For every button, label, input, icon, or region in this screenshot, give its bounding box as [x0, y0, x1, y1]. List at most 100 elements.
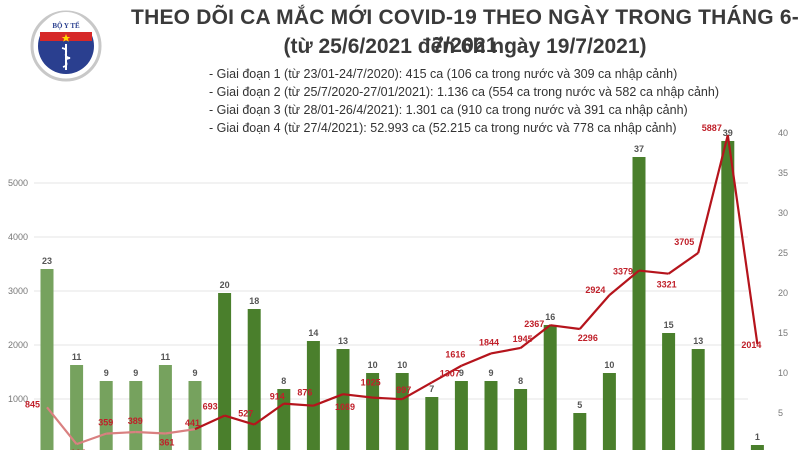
bar [632, 157, 646, 450]
bar [40, 269, 54, 450]
line-segment [253, 402, 285, 426]
line-value-label: 2924 [585, 285, 605, 295]
line-segment [519, 324, 551, 349]
bar-value-label: 13 [338, 336, 348, 346]
bar-value-label: 16 [545, 312, 555, 322]
line-value-label: 1616 [445, 350, 465, 360]
line-value-label: 1089 [335, 402, 355, 412]
line-segment [224, 414, 255, 426]
line-value-label: 693 [203, 402, 218, 412]
bar-value-label: 9 [459, 368, 464, 378]
bar [602, 373, 616, 450]
line-value-label: 3379 [613, 267, 633, 277]
bar [514, 389, 528, 450]
bar-value-label: 9 [133, 368, 138, 378]
bar [543, 325, 557, 450]
line-segment [165, 428, 196, 435]
bar [336, 349, 350, 450]
bar [573, 413, 587, 450]
bar-value-label: 14 [308, 328, 318, 338]
bar-value-label: 13 [693, 336, 703, 346]
bar [425, 397, 439, 450]
phase-summary-list: - Giai đoạn 1 (từ 23/01-24/7/2020): 415 … [209, 65, 719, 137]
line-segment [401, 381, 433, 401]
bar [188, 381, 202, 450]
svg-text:BỘ Y TẾ: BỘ Y TẾ [52, 22, 80, 30]
line-segment [608, 269, 640, 296]
line-segment [638, 269, 669, 275]
line-segment [46, 406, 78, 445]
line-segment [431, 364, 462, 384]
line-value-label: 2014 [741, 340, 761, 350]
left-axis-tick: 1000 [8, 394, 28, 404]
line-value-label: 527 [238, 409, 253, 419]
bar-value-label: 18 [249, 296, 259, 306]
line-segment [726, 134, 759, 345]
line-value-label: 164 [71, 448, 86, 450]
line-segment [460, 352, 492, 367]
bar [454, 381, 468, 450]
bar [218, 293, 232, 450]
line-segment [342, 393, 373, 399]
line-segment [313, 393, 344, 407]
line-value-label: 441 [185, 418, 200, 428]
bar-value-label: 10 [368, 360, 378, 370]
bar-value-label: 9 [104, 368, 109, 378]
line-value-label: 1945 [513, 334, 533, 344]
line-value-label: 997 [396, 385, 411, 395]
phase-item: - Giai đoạn 4 (từ 27/4/2021): 52.993 ca … [209, 121, 677, 135]
right-axis-tick: 20 [778, 288, 788, 298]
bar [70, 365, 84, 450]
line-segment [194, 414, 226, 431]
line-segment [372, 396, 403, 401]
line-value-label: 1025 [361, 378, 381, 388]
bar [691, 349, 705, 450]
bar-value-label: 10 [604, 360, 614, 370]
chart-subtitle: (từ 25/6/2021 đến 6h ngày 19/7/2021) [283, 35, 647, 58]
line-segment [283, 402, 314, 407]
bar [750, 445, 764, 450]
line-segment [697, 134, 729, 254]
phase-item: - Giai đoạn 2 (từ 25/7/2020-27/01/2021):… [209, 85, 719, 99]
line-segment [550, 324, 580, 331]
line-segment [106, 430, 136, 435]
line-value-label: 1307 [440, 368, 460, 378]
phase-item: - Giai đoạn 3 (từ 28/01-26/4/2021): 1.30… [209, 103, 688, 117]
bar [306, 341, 320, 450]
bar-value-label: 39 [723, 128, 733, 138]
right-axis-tick: 30 [778, 208, 788, 218]
bar-value-label: 23 [42, 256, 52, 266]
bar-value-label: 11 [161, 352, 171, 362]
bar [484, 381, 498, 450]
bar [366, 373, 380, 450]
bar-value-label: 9 [192, 368, 197, 378]
bar [99, 381, 113, 450]
bar-value-label: 11 [72, 352, 82, 362]
bar-value-label: 15 [664, 320, 674, 330]
ministry-of-health-logo: BỘ Y TẾ [30, 10, 102, 82]
line-value-label: 361 [159, 438, 174, 448]
phase-item: - Giai đoạn 1 (từ 23/01-24/7/2020): 415 … [209, 67, 678, 81]
line-segment [578, 294, 611, 330]
line-value-label: 389 [128, 416, 143, 426]
bar-value-label: 8 [518, 376, 523, 386]
right-axis-tick: 15 [778, 328, 788, 338]
bar [247, 309, 261, 450]
left-axis-tick: 5000 [8, 178, 28, 188]
bar-value-label: 20 [220, 280, 230, 290]
line-value-label: 914 [270, 392, 285, 402]
bar-value-label: 9 [488, 368, 493, 378]
line-value-label: 876 [297, 388, 312, 398]
line-segment [76, 432, 107, 446]
bar-value-label: 1 [755, 432, 760, 442]
line-value-label: 5887 [702, 123, 722, 133]
bar [721, 141, 735, 450]
right-axis-tick: 5 [778, 408, 783, 418]
line-segment [490, 346, 521, 355]
right-axis-tick: 40 [778, 128, 788, 138]
line-value-label: 3321 [657, 280, 677, 290]
right-axis-tick: 10 [778, 368, 788, 378]
line-value-label: 2367 [524, 319, 544, 329]
bar-value-label: 37 [634, 144, 644, 154]
